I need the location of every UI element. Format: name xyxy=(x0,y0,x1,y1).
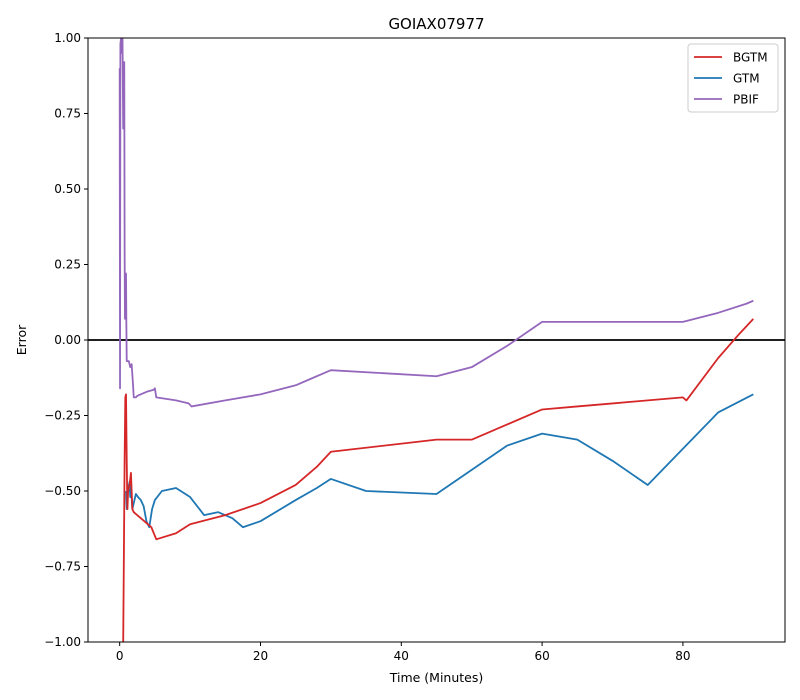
legend-label-gtm: GTM xyxy=(733,72,760,86)
series-line-pbif xyxy=(118,38,754,408)
legend-label-bgtm: BGTM xyxy=(733,51,768,65)
y-tick-label: −0.25 xyxy=(44,409,81,423)
y-tick-label: −1.00 xyxy=(44,635,81,649)
axis-layer: 0 20 40 60 80 −1.00 −0.75 −0.50 −0.25 0.00 0.25 0.5… xyxy=(44,31,690,663)
x-tick-label: 80 xyxy=(675,649,690,663)
y-tick-label: 0.00 xyxy=(54,333,81,347)
y-axis-label: Error xyxy=(14,324,29,355)
series-layer xyxy=(88,38,785,642)
y-tick-label: 1.00 xyxy=(54,31,81,45)
series-line-bgtm xyxy=(122,318,754,642)
y-tick-label: −0.50 xyxy=(44,484,81,498)
legend-label-pbif: PBIF xyxy=(733,93,759,107)
y-tick-label: 0.25 xyxy=(54,258,81,272)
chart-title: GOIAX07977 xyxy=(388,15,484,33)
y-tick-label: 0.50 xyxy=(54,182,81,196)
y-tick-label: 0.75 xyxy=(54,107,81,121)
x-tick-label: 60 xyxy=(534,649,549,663)
x-tick-label: 40 xyxy=(394,649,409,663)
legend: BGTM GTM PBIF xyxy=(687,43,779,113)
x-axis-label: Time (Minutes) xyxy=(389,670,484,685)
x-tick-label: 0 xyxy=(116,649,124,663)
legend-box xyxy=(687,43,779,113)
y-tick-label: −0.75 xyxy=(44,560,81,574)
plot-frame xyxy=(87,37,786,643)
x-tick-label: 20 xyxy=(253,649,268,663)
